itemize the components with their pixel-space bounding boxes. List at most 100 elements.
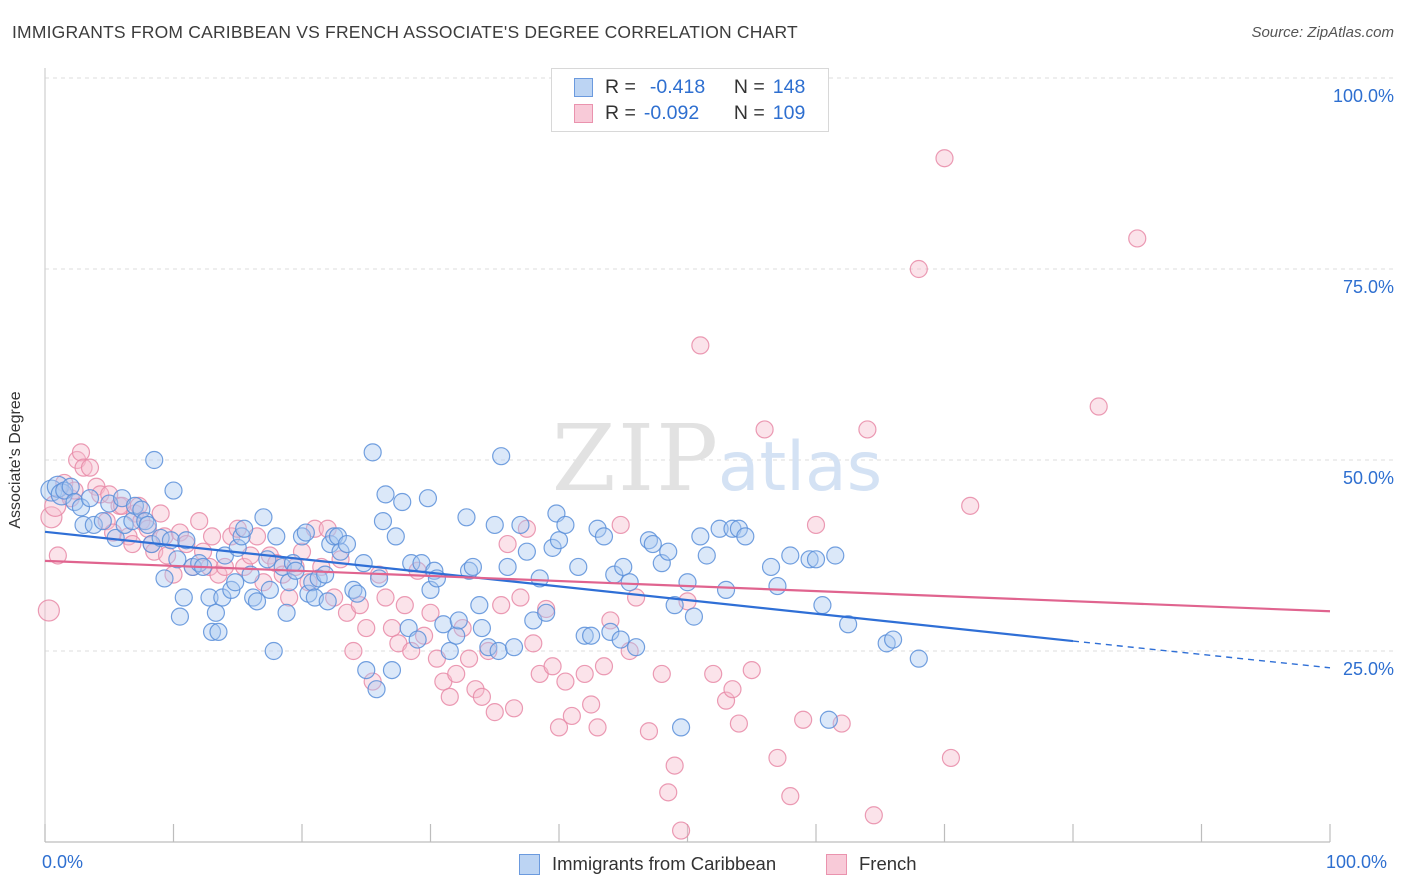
french-point xyxy=(781,787,800,806)
caribbean-point xyxy=(93,512,112,531)
caribbean-point xyxy=(260,580,279,599)
caribbean-point xyxy=(348,584,367,603)
trend-line-french xyxy=(44,559,1331,613)
french-point xyxy=(941,748,961,768)
french-point xyxy=(652,664,671,684)
french-point xyxy=(318,519,337,538)
caribbean-point xyxy=(247,592,267,611)
caribbean-point xyxy=(280,573,299,592)
legend-r-value: -0.418 xyxy=(649,75,706,98)
french-point xyxy=(588,718,607,737)
caribbean-point xyxy=(440,641,459,661)
trend-line-caribbean-extension xyxy=(1072,640,1331,669)
caribbean-point xyxy=(665,596,684,615)
french-point xyxy=(123,534,142,554)
caribbean-point xyxy=(800,550,819,569)
legend-r-label: R = xyxy=(605,101,636,124)
caribbean-point xyxy=(697,546,716,565)
french-point xyxy=(459,649,479,668)
caribbean-point xyxy=(768,576,787,596)
caribbean-point xyxy=(449,611,468,630)
caribbean-point xyxy=(659,542,678,561)
caribbean-point xyxy=(155,569,174,588)
caribbean-point xyxy=(678,573,697,592)
french-point xyxy=(440,687,459,706)
caribbean-point xyxy=(530,569,549,588)
stats-legend: R = -0.418 N = 148 R = -0.092 N = 109 xyxy=(551,68,829,132)
caribbean-point xyxy=(594,527,614,546)
x-tick-label: 100.0% xyxy=(1326,852,1388,872)
chart-title: IMMIGRANTS FROM CARIBBEAN VS FRENCH ASSO… xyxy=(12,22,798,42)
french-point xyxy=(639,722,659,741)
caribbean-point xyxy=(517,542,536,561)
caribbean-point xyxy=(74,515,93,535)
caribbean-point xyxy=(235,519,254,538)
caribbean-point xyxy=(277,603,296,622)
caribbean-point xyxy=(331,542,350,561)
caribbean-point xyxy=(479,638,498,657)
caribbean-point xyxy=(408,630,427,649)
caribbean-point xyxy=(132,500,151,519)
french-point xyxy=(71,443,91,462)
caribbean-point xyxy=(241,565,260,584)
caribbean-point xyxy=(781,546,800,565)
french-point xyxy=(575,664,594,684)
french-point xyxy=(665,756,684,775)
french-point xyxy=(472,687,491,706)
french-point xyxy=(74,458,93,477)
bottom-legend-label: Immigrants from Caribbean xyxy=(552,853,777,874)
french-point xyxy=(511,588,530,607)
french-point xyxy=(157,546,177,565)
caribbean-point xyxy=(296,523,315,542)
caribbean-point xyxy=(839,615,858,634)
caribbean-point xyxy=(643,534,662,554)
french-point xyxy=(716,691,736,710)
caribbean-point xyxy=(170,607,190,626)
caribbean-point xyxy=(761,557,781,577)
caribbean-point xyxy=(418,489,438,508)
caribbean-point xyxy=(671,718,691,737)
bottom-legend-label: French xyxy=(859,853,917,874)
caribbean-point xyxy=(457,508,476,527)
caribbean-point xyxy=(716,580,736,599)
watermark-zip: ZIP xyxy=(552,405,720,512)
french-point xyxy=(543,657,562,676)
caribbean-point xyxy=(61,477,80,496)
bottom-legend-swatch-pink xyxy=(826,853,847,875)
french-point xyxy=(479,641,498,661)
trend-lines xyxy=(44,530,1331,669)
watermark-atlas: atlas xyxy=(718,428,882,507)
caribbean-point xyxy=(511,515,530,535)
french-point xyxy=(659,783,678,802)
caribbean-point xyxy=(434,615,453,634)
french-point xyxy=(1128,229,1147,248)
axes xyxy=(44,68,1331,843)
caribbean-point xyxy=(556,515,575,535)
french-point xyxy=(909,259,928,279)
french-point xyxy=(768,748,787,768)
caribbean-point xyxy=(357,660,376,680)
caribbean-point xyxy=(485,515,504,535)
caribbean-point xyxy=(168,550,187,569)
french-point xyxy=(935,149,954,168)
french-point xyxy=(594,657,614,676)
caribbean-point xyxy=(318,592,337,611)
caribbean-point xyxy=(376,485,395,504)
caribbean-point xyxy=(373,512,393,531)
caribbean-point xyxy=(472,618,491,638)
caribbean-point xyxy=(386,527,405,546)
legend-r-label: R = xyxy=(605,75,636,98)
caribbean-point xyxy=(164,481,183,500)
french-point xyxy=(382,618,402,638)
french-point xyxy=(151,504,170,523)
caribbean-point xyxy=(174,588,193,607)
caribbean-point xyxy=(463,557,483,577)
french-point xyxy=(671,821,691,840)
y-tick-label: 50.0% xyxy=(1342,468,1394,488)
caribbean-point xyxy=(489,641,508,661)
trend-line-caribbean xyxy=(44,530,1074,643)
french-point xyxy=(421,603,440,622)
french-point xyxy=(80,458,100,477)
caribbean-point xyxy=(575,626,594,645)
caribbean-point xyxy=(421,580,440,599)
